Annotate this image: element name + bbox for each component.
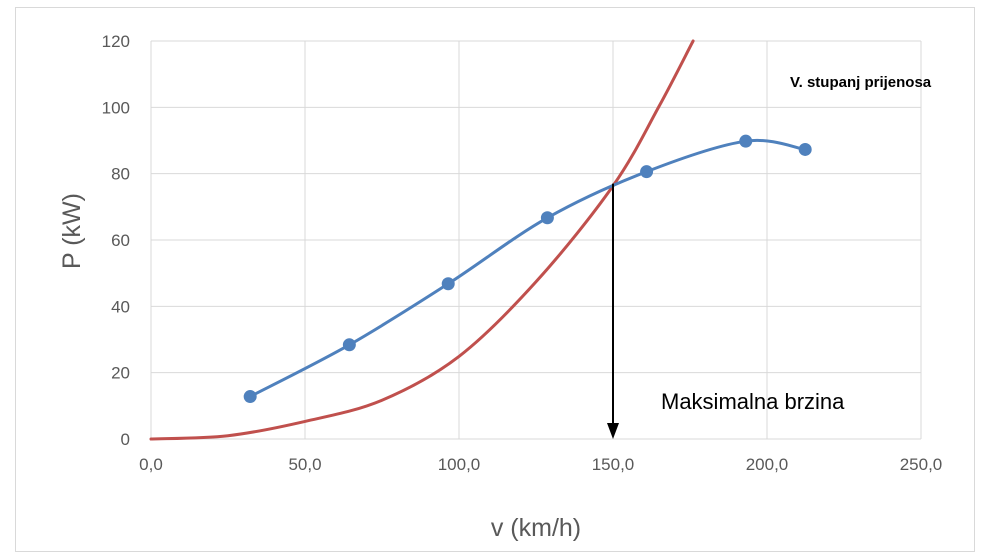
y-tick-label: 0 <box>121 430 130 449</box>
x-tick-label: 250,0 <box>900 455 943 474</box>
y-tick-label: 100 <box>102 98 130 117</box>
y-tick-label: 120 <box>102 32 130 51</box>
resistance-series-line <box>149 39 695 441</box>
power-data-point <box>739 134 753 148</box>
y-tick-label: 40 <box>111 297 130 316</box>
chart-area: 0,0 50,0 100,0 150,0 200,0 250,0 0 20 40 60 80 100 1… <box>15 7 975 552</box>
x-tick-label: 200,0 <box>746 455 789 474</box>
max-speed-arrow-head <box>607 423 619 439</box>
y-tick-label: 60 <box>111 231 130 250</box>
power-data-point <box>342 338 356 352</box>
x-tick-label: 50,0 <box>288 455 321 474</box>
y-tick-label: 20 <box>111 364 130 383</box>
y-axis-title: P (kW) <box>58 193 86 269</box>
x-tick-label: 0,0 <box>139 455 163 474</box>
power-data-point <box>441 277 455 291</box>
x-tick-label: 150,0 <box>592 455 635 474</box>
power-series-line <box>248 138 807 398</box>
max-speed-annotation: Maksimalna brzina <box>661 389 845 414</box>
x-tick-label: 100,0 <box>438 455 481 474</box>
gear-annotation: V. stupanj prijenosa <box>790 74 932 91</box>
y-tick-label: 80 <box>111 165 130 184</box>
power-data-point <box>540 211 554 225</box>
power-speed-chart: 0,0 50,0 100,0 150,0 200,0 250,0 0 20 40 60 80 100 1… <box>58 32 943 542</box>
power-data-point <box>798 142 812 156</box>
power-data-point <box>243 390 257 404</box>
x-axis-title: v (km/h) <box>491 514 581 542</box>
power-data-point <box>640 165 654 179</box>
